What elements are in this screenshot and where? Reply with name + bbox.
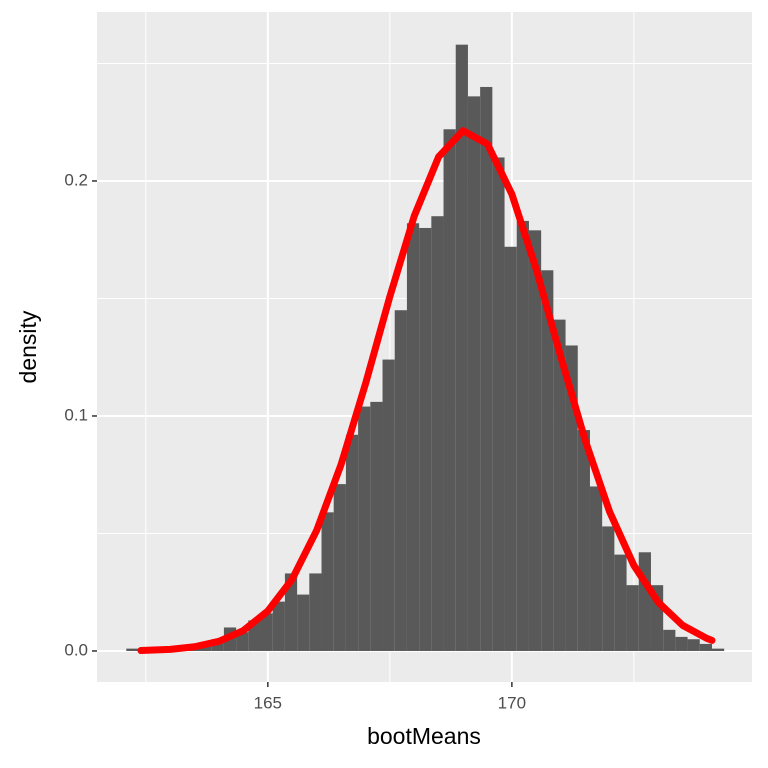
bar <box>516 220 529 651</box>
bar <box>626 585 639 651</box>
bar <box>711 648 725 651</box>
y-tick-label: 0.0 <box>64 640 88 659</box>
bar <box>126 648 139 651</box>
bar <box>455 44 468 651</box>
y-axis-title: density <box>15 310 41 383</box>
bar <box>345 434 359 651</box>
bar <box>663 629 676 651</box>
bar <box>675 636 688 651</box>
bar <box>370 401 383 651</box>
x-axis-title: bootMeans <box>367 723 481 749</box>
bar <box>480 86 493 651</box>
bar <box>528 230 542 651</box>
bar <box>260 613 273 651</box>
bar <box>638 552 651 651</box>
y-tick-label: 0.1 <box>64 405 88 424</box>
bar <box>467 96 481 651</box>
bar <box>443 129 456 651</box>
bar <box>406 223 420 651</box>
bar <box>614 554 627 651</box>
x-tick-label: 170 <box>498 693 526 712</box>
bar <box>236 632 249 651</box>
bar <box>602 526 615 651</box>
bar <box>284 573 298 651</box>
bar <box>699 643 712 651</box>
bar <box>431 216 444 651</box>
density-curve <box>137 127 716 655</box>
bar <box>309 573 322 651</box>
bar <box>589 486 603 651</box>
bar <box>272 601 285 651</box>
bar <box>297 594 310 651</box>
y-tick-label: 0.2 <box>64 170 88 189</box>
bar <box>553 319 566 651</box>
bar <box>687 639 700 651</box>
x-tick-label: 165 <box>254 693 282 712</box>
bar <box>333 484 346 651</box>
bar <box>492 157 505 651</box>
bar <box>541 270 554 651</box>
bar <box>382 359 395 651</box>
bar <box>504 246 517 651</box>
bar <box>394 310 407 651</box>
bar <box>321 512 334 651</box>
bar <box>419 227 432 651</box>
bar <box>577 430 590 651</box>
bar <box>358 406 371 651</box>
bar <box>565 345 578 651</box>
